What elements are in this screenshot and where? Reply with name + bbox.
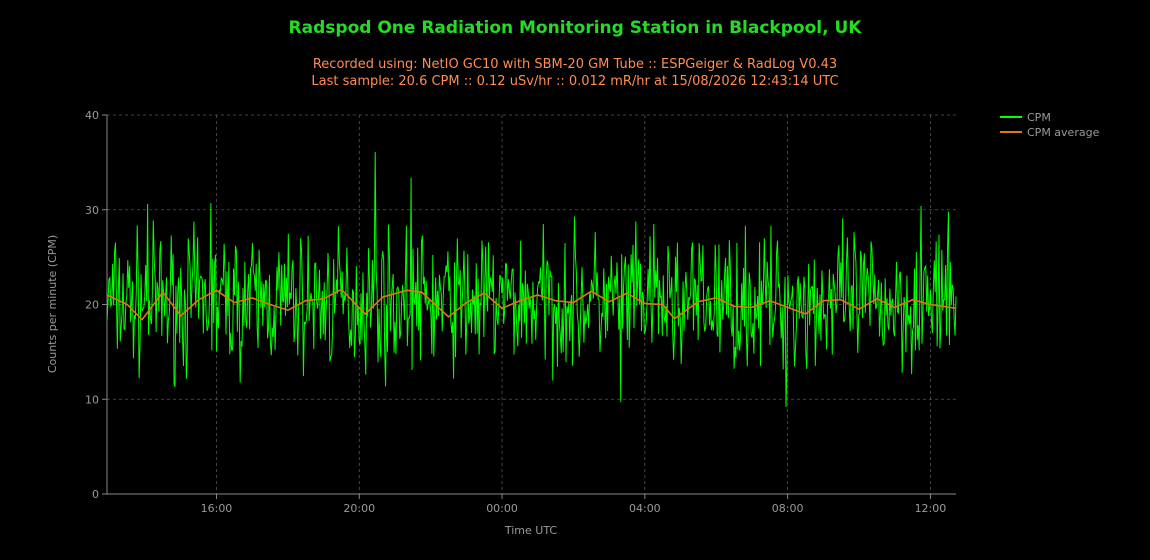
y-axis-ticks: 0 10 20 30 40 [85,109,107,501]
y-tick-label: 40 [85,109,99,122]
x-axis-ticks: 16:00 20:00 00:00 04:00 08:00 12:00 [201,494,947,515]
y-tick-label: 20 [85,299,99,312]
x-tick-label: 04:00 [629,502,661,515]
chart-subtitle-recorder: Recorded using: NetIO GC10 with SBM-20 G… [313,57,837,72]
y-tick-label: 30 [85,204,99,217]
y-tick-label: 0 [92,488,99,501]
series-group [106,151,957,407]
chart-subtitle-last-sample: Last sample: 20.6 CPM :: 0.12 uSv/hr :: … [311,74,838,89]
x-axis-label: Time UTC [504,524,558,537]
x-tick-label: 08:00 [772,502,804,515]
x-tick-label: 12:00 [915,502,947,515]
x-tick-label: 16:00 [201,502,233,515]
series-line-cpm [106,151,957,407]
x-tick-label: 20:00 [343,502,375,515]
series-line-cpm-average [106,288,957,321]
chart-title: Radspod One Radiation Monitoring Station… [289,18,863,38]
legend-entry: CPM average [1027,126,1100,139]
y-tick-label: 10 [85,393,99,406]
legend-entry: CPM [1027,111,1051,124]
x-tick-label: 00:00 [486,502,518,515]
y-axis-label: Counts per minute (CPM) [46,235,59,373]
legend: CPM CPM average [1000,111,1100,139]
